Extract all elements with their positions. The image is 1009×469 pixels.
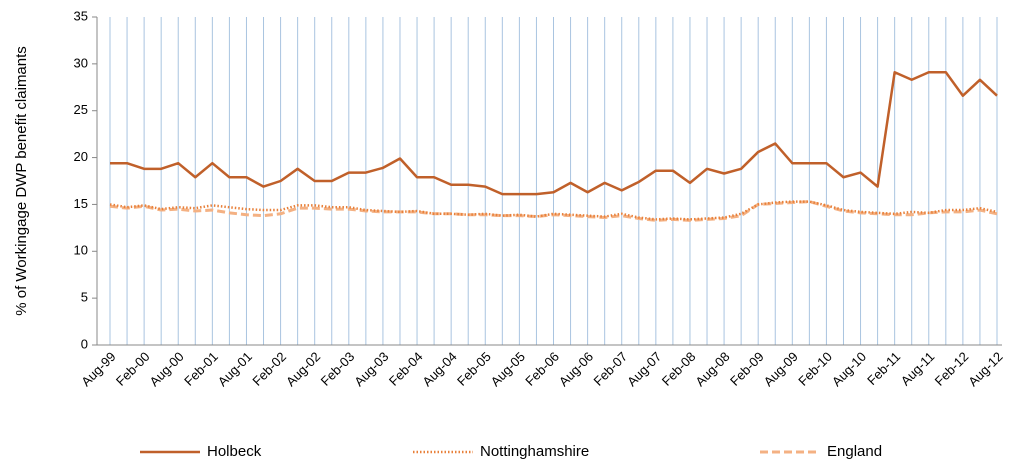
x-tick-label: Feb-09 [727, 349, 767, 389]
y-tick-label: 35 [74, 8, 88, 23]
x-tick-label: Feb-11 [864, 349, 903, 388]
legend-label: England [827, 443, 882, 460]
y-tick-label: 25 [74, 102, 88, 117]
x-tick-label: Aug-06 [556, 349, 596, 389]
x-tick-label: Feb-00 [113, 349, 153, 389]
x-tick-label: Aug-08 [692, 349, 732, 389]
x-tick-label: Aug-99 [78, 349, 118, 389]
x-tick-label: Aug-04 [419, 349, 459, 389]
x-tick-label: Aug-03 [351, 349, 391, 389]
x-tick-label: Aug-11 [898, 349, 938, 389]
x-tick-label: Aug-01 [215, 349, 255, 389]
x-tick-label: Aug-10 [829, 349, 869, 389]
x-tick-label: Aug-05 [488, 349, 528, 389]
x-tick-label: Feb-12 [932, 349, 972, 389]
y-tick-label: 10 [74, 243, 88, 258]
y-tick-label: 20 [74, 149, 88, 164]
x-tick-label: Aug-02 [283, 349, 323, 389]
x-tick-label: Aug-00 [147, 349, 187, 389]
x-tick-label: Feb-07 [591, 349, 631, 389]
series-line [110, 71, 998, 196]
x-tick-label: Feb-04 [386, 349, 426, 389]
y-axis-label: % of Workingage DWP benefit claimants [13, 46, 30, 316]
x-tick-label: Aug-09 [761, 349, 801, 389]
x-tick-label: Aug-12 [965, 349, 1005, 389]
legend-label: Holbeck [207, 443, 262, 460]
y-tick-label: 30 [74, 55, 88, 70]
legend-label: Nottinghamshire [480, 443, 589, 460]
x-tick-label: Feb-03 [318, 349, 358, 389]
x-tick-label: Feb-08 [659, 349, 699, 389]
x-tick-label: Aug-07 [624, 349, 664, 389]
x-tick-label: Feb-01 [181, 349, 221, 389]
x-tick-label: Feb-10 [795, 349, 835, 389]
x-tick-label: Feb-05 [454, 349, 494, 389]
x-tick-label: Feb-02 [249, 349, 289, 389]
x-tick-label: Feb-06 [522, 349, 562, 389]
y-tick-label: 0 [81, 336, 88, 351]
y-tick-label: 15 [74, 196, 88, 211]
series-line [109, 200, 998, 222]
y-tick-label: 5 [81, 290, 88, 305]
